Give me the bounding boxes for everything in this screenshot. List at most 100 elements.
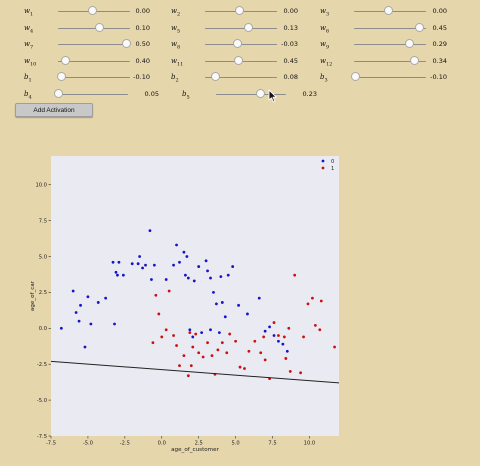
x-tick-label: 2.5 — [195, 441, 203, 447]
slider-track[interactable] — [58, 76, 130, 78]
slider-handle[interactable] — [121, 39, 131, 48]
data-point-class-1 — [225, 351, 229, 355]
slider-handle[interactable] — [211, 72, 221, 81]
data-point-class-1 — [234, 339, 238, 343]
param-label: b5 — [182, 90, 190, 101]
slider-handle[interactable] — [95, 23, 105, 32]
slider-track[interactable] — [58, 93, 128, 95]
y-tick-label: 5.0 — [39, 254, 47, 260]
slider-handle[interactable] — [409, 56, 419, 65]
slider-handle[interactable] — [57, 72, 67, 81]
slider-handle[interactable] — [404, 39, 414, 48]
data-point-class-1 — [186, 374, 190, 378]
data-point-class-0 — [281, 342, 285, 346]
slider-handle[interactable] — [350, 72, 360, 81]
slider-handle[interactable] — [233, 56, 243, 65]
data-point-class-1 — [293, 273, 297, 277]
data-point-class-0 — [111, 260, 115, 264]
data-point-class-1 — [277, 334, 280, 337]
slider-track[interactable] — [354, 43, 426, 45]
data-point-class-1 — [188, 331, 192, 335]
data-point-class-0 — [104, 296, 108, 300]
param-value: 0.00 — [135, 7, 150, 15]
y-tick-label: 7.5 — [39, 218, 47, 224]
slider-handle[interactable] — [255, 89, 265, 98]
data-point-class-0 — [148, 229, 152, 233]
param-label: b4 — [24, 90, 32, 101]
param-b2: b2 0.08 — [0, 72, 480, 83]
data-point-class-1 — [299, 371, 302, 375]
data-point-class-1 — [154, 293, 158, 297]
param-w1: w1 0.00 — [0, 6, 480, 17]
data-point-class-0 — [74, 311, 78, 314]
data-point-class-1 — [247, 349, 251, 353]
slider-track[interactable] — [205, 27, 277, 29]
slider-handle[interactable] — [384, 6, 394, 15]
param-value: 0.29 — [432, 40, 447, 48]
slider-track[interactable] — [205, 76, 277, 78]
param-label: w4 — [24, 24, 34, 35]
data-point-class-1 — [216, 348, 220, 352]
slider-track[interactable] — [354, 76, 426, 78]
data-point-class-0 — [263, 329, 267, 333]
data-point-class-1 — [272, 321, 276, 324]
data-point-class-1 — [157, 312, 161, 316]
data-point-class-0 — [172, 263, 175, 267]
data-point-class-0 — [96, 301, 100, 304]
data-point-class-1 — [333, 345, 336, 349]
data-point-class-0 — [79, 303, 82, 307]
y-tick-label: -7.5 — [37, 434, 47, 440]
decision-boundary-line — [50, 360, 340, 384]
slider-track[interactable] — [58, 27, 130, 29]
param-b5: b5 0.23 — [0, 89, 480, 101]
data-point-class-0 — [150, 278, 153, 281]
data-point-class-1 — [172, 334, 175, 337]
slider-handle[interactable] — [243, 23, 253, 32]
slider-handle[interactable] — [232, 39, 242, 48]
data-point-class-0 — [114, 270, 118, 274]
param-label: w3 — [320, 7, 330, 18]
data-point-class-1 — [288, 369, 292, 373]
data-point-class-0 — [277, 339, 280, 343]
legend-marker — [321, 159, 325, 163]
data-point-class-0 — [209, 328, 212, 332]
slider-handle[interactable] — [88, 6, 98, 15]
data-point-class-0 — [188, 328, 192, 332]
data-point-class-1 — [194, 332, 198, 336]
slider-handle[interactable] — [60, 56, 70, 65]
slider-track[interactable] — [354, 27, 426, 29]
slider-handle[interactable] — [53, 89, 63, 98]
param-w11: w11 0.45 — [0, 56, 480, 68]
y-tick-label: 0.0 — [39, 326, 47, 332]
slider-track[interactable] — [216, 93, 286, 95]
x-tick-label: 10.0 — [304, 441, 316, 447]
data-point-class-1 — [201, 355, 205, 359]
data-point-class-1 — [302, 335, 305, 339]
data-point-class-1 — [287, 326, 291, 330]
param-label: w11 — [171, 57, 184, 68]
y-axis-label: age_of_car — [30, 280, 36, 311]
data-point-class-0 — [141, 266, 144, 270]
data-point-class-1 — [178, 364, 181, 368]
x-tick-label: 7.5 — [268, 441, 276, 447]
slider-track[interactable] — [58, 60, 130, 62]
slider-track[interactable] — [354, 60, 426, 62]
data-point-class-1 — [243, 367, 246, 370]
param-w4: w4 0.10 — [0, 23, 480, 35]
data-point-class-1 — [151, 341, 155, 345]
slider-handle[interactable] — [415, 23, 425, 32]
mouse-cursor-icon — [268, 89, 277, 103]
slider-track[interactable] — [58, 43, 130, 45]
data-point-class-0 — [217, 331, 221, 335]
param-label: w7 — [24, 40, 34, 51]
param-b4: b4 0.05 — [0, 89, 480, 101]
param-label: b3 — [320, 73, 328, 84]
slider-handle[interactable] — [235, 6, 245, 15]
data-point-class-0 — [223, 315, 227, 319]
param-value: 0.08 — [283, 73, 298, 81]
add-activation-button[interactable]: Add Activation — [15, 103, 93, 117]
param-w7: w7 0.50 — [0, 39, 480, 51]
data-point-class-1 — [164, 328, 168, 332]
param-label: w8 — [171, 40, 181, 51]
data-point-class-0 — [197, 265, 201, 268]
